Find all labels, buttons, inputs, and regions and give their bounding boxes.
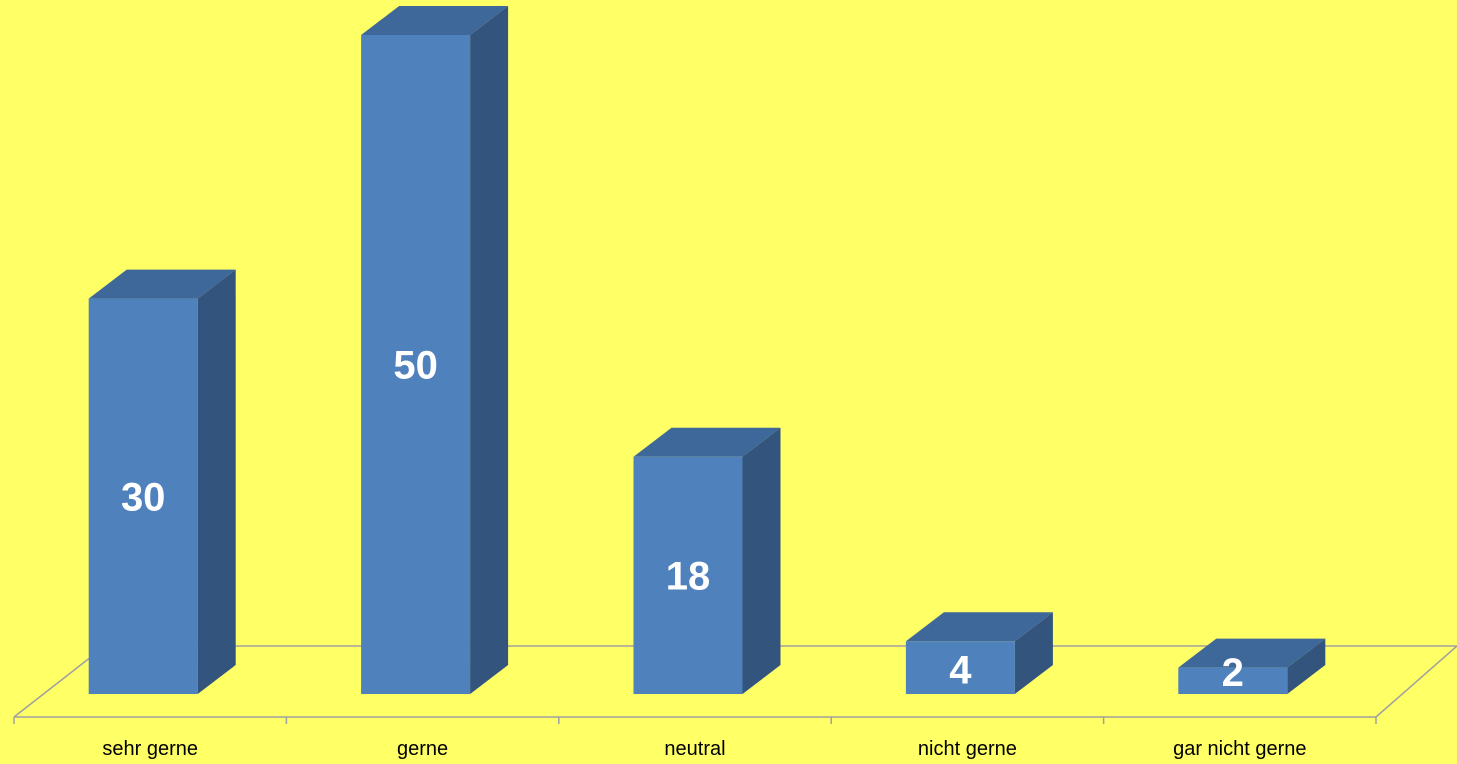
data-label: 30 — [121, 475, 166, 519]
bar-front-face — [1178, 667, 1288, 694]
bar-front-face — [88, 298, 198, 694]
x-tick-label: nicht gerne — [918, 738, 1017, 760]
bar-top-face — [88, 269, 236, 299]
bar-top-face — [1178, 638, 1326, 668]
bar-top-face — [633, 427, 781, 457]
bar: 4 — [905, 612, 1053, 694]
bar-side-face — [197, 269, 236, 694]
bar-front-face — [633, 456, 743, 694]
bar-top-face — [361, 6, 509, 35]
bar-side-face — [742, 427, 781, 694]
bar: 18 — [633, 427, 781, 694]
bar-top-face — [905, 612, 1053, 642]
bar: 30 — [88, 269, 236, 694]
chart-floor — [13, 645, 1457, 718]
data-label: 18 — [666, 554, 711, 598]
floor-outline — [13, 645, 1457, 718]
bar-front-face — [361, 35, 471, 694]
x-tick-label: neutral — [664, 738, 725, 760]
bar: 50 — [361, 6, 509, 694]
data-label: 4 — [949, 648, 972, 692]
bar-side-face — [1014, 612, 1053, 694]
bar-side-face — [470, 6, 509, 694]
bar: 2 — [1178, 638, 1326, 695]
bar-front-face — [905, 641, 1015, 694]
x-tick-label: gar nicht gerne — [1173, 738, 1306, 760]
x-tick-label: gerne — [397, 738, 448, 760]
data-label: 2 — [1222, 651, 1244, 695]
data-label: 50 — [393, 344, 438, 388]
bar-group: 30 50 18 4 2 — [88, 6, 1326, 695]
x-tick-label: sehr gerne — [102, 738, 198, 760]
category-axis: sehr gerne gerne neutral nicht gerne gar nic… — [13, 716, 1377, 760]
bar-side-face — [1287, 638, 1326, 694]
